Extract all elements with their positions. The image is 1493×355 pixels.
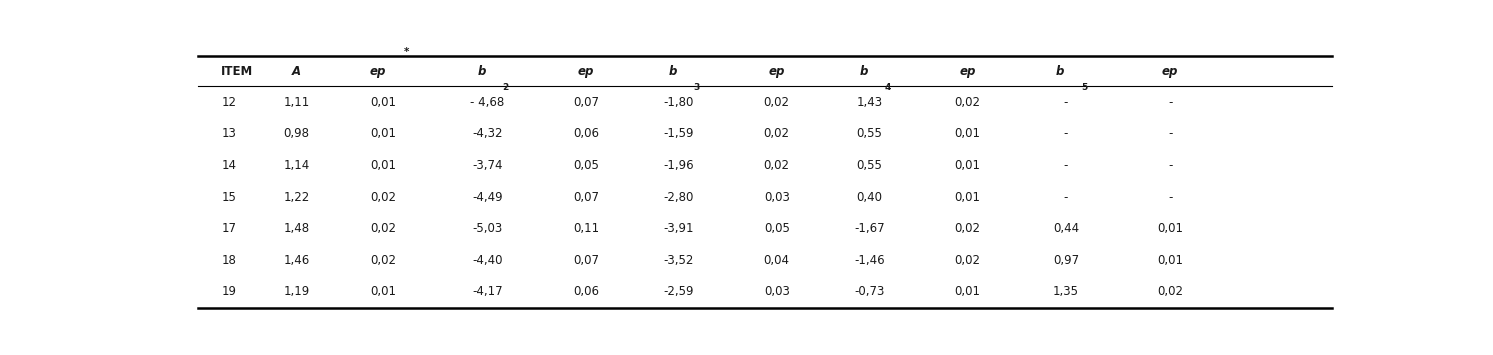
Text: 0,03: 0,03 [764,285,790,299]
Text: 0,01: 0,01 [370,95,396,109]
Text: 0,98: 0,98 [284,127,309,140]
Text: -4,49: -4,49 [472,191,503,203]
Text: A: A [293,65,302,78]
Text: 0,02: 0,02 [954,222,981,235]
Text: 3: 3 [693,83,700,92]
Text: 0,02: 0,02 [764,95,790,109]
Text: -1,96: -1,96 [663,159,694,172]
Text: 1,11: 1,11 [284,95,309,109]
Text: -3,74: -3,74 [472,159,503,172]
Text: 0,07: 0,07 [573,254,599,267]
Text: 1,48: 1,48 [284,222,309,235]
Text: 1,46: 1,46 [284,254,309,267]
Text: 1,22: 1,22 [284,191,309,203]
Text: -: - [1065,95,1067,109]
Text: -1,59: -1,59 [663,127,694,140]
Text: 1,14: 1,14 [284,159,309,172]
Text: 0,55: 0,55 [857,127,882,140]
Text: ep: ep [960,65,976,78]
Text: 0,01: 0,01 [1157,222,1182,235]
Text: -1,67: -1,67 [854,222,885,235]
Text: 0,02: 0,02 [370,254,396,267]
Text: -0,73: -0,73 [854,285,884,299]
Text: 0,05: 0,05 [764,222,790,235]
Text: 0,55: 0,55 [857,159,882,172]
Text: 0,01: 0,01 [954,159,981,172]
Text: 5: 5 [1081,83,1087,92]
Text: -3,91: -3,91 [663,222,694,235]
Text: 0,01: 0,01 [1157,254,1182,267]
Text: 0,02: 0,02 [764,127,790,140]
Text: 1,19: 1,19 [284,285,309,299]
Text: 4: 4 [884,83,891,92]
Text: -: - [1168,127,1172,140]
Text: 0,06: 0,06 [573,285,599,299]
Text: 0,11: 0,11 [573,222,599,235]
Text: -1,46: -1,46 [854,254,885,267]
Text: 0,07: 0,07 [573,95,599,109]
Text: ITEM: ITEM [221,65,254,78]
Text: -: - [1065,159,1067,172]
Text: ep: ep [369,65,385,78]
Text: -2,59: -2,59 [663,285,694,299]
Text: 0,01: 0,01 [954,127,981,140]
Text: *: * [405,47,409,57]
Text: 2: 2 [503,83,509,92]
Text: 0,03: 0,03 [764,191,790,203]
Text: -1,80: -1,80 [663,95,694,109]
Text: 0,02: 0,02 [954,95,981,109]
Text: 0,44: 0,44 [1053,222,1079,235]
Text: 0,05: 0,05 [573,159,599,172]
Text: -: - [1168,95,1172,109]
Text: ep: ep [578,65,594,78]
Text: 0,02: 0,02 [1157,285,1182,299]
Text: 0,40: 0,40 [857,191,882,203]
Text: 12: 12 [221,95,236,109]
Text: 15: 15 [221,191,236,203]
Text: 0,02: 0,02 [954,254,981,267]
Text: 0,97: 0,97 [1053,254,1079,267]
Text: 0,01: 0,01 [370,127,396,140]
Text: 0,07: 0,07 [573,191,599,203]
Text: 0,06: 0,06 [573,127,599,140]
Text: 17: 17 [221,222,236,235]
Text: -5,03: -5,03 [472,222,503,235]
Text: 0,01: 0,01 [370,159,396,172]
Text: b: b [860,65,867,78]
Text: 0,01: 0,01 [370,285,396,299]
Text: 13: 13 [221,127,236,140]
Text: -: - [1168,191,1172,203]
Text: -: - [1065,127,1067,140]
Text: 0,01: 0,01 [954,285,981,299]
Text: 1,35: 1,35 [1053,285,1079,299]
Text: -2,80: -2,80 [663,191,694,203]
Text: b: b [669,65,676,78]
Text: ep: ep [1162,65,1178,78]
Text: 14: 14 [221,159,236,172]
Text: -: - [1168,159,1172,172]
Text: 1,43: 1,43 [857,95,882,109]
Text: 0,02: 0,02 [764,159,790,172]
Text: -: - [1065,191,1067,203]
Text: 0,04: 0,04 [764,254,790,267]
Text: - 4,68: - 4,68 [470,95,505,109]
Text: -4,32: -4,32 [472,127,503,140]
Text: -4,40: -4,40 [472,254,503,267]
Text: -3,52: -3,52 [663,254,694,267]
Text: 0,02: 0,02 [370,222,396,235]
Text: 0,02: 0,02 [370,191,396,203]
Text: 19: 19 [221,285,236,299]
Text: b: b [1056,65,1065,78]
Text: 18: 18 [221,254,236,267]
Text: -4,17: -4,17 [472,285,503,299]
Text: ep: ep [769,65,785,78]
Text: b: b [478,65,485,78]
Text: 0,01: 0,01 [954,191,981,203]
